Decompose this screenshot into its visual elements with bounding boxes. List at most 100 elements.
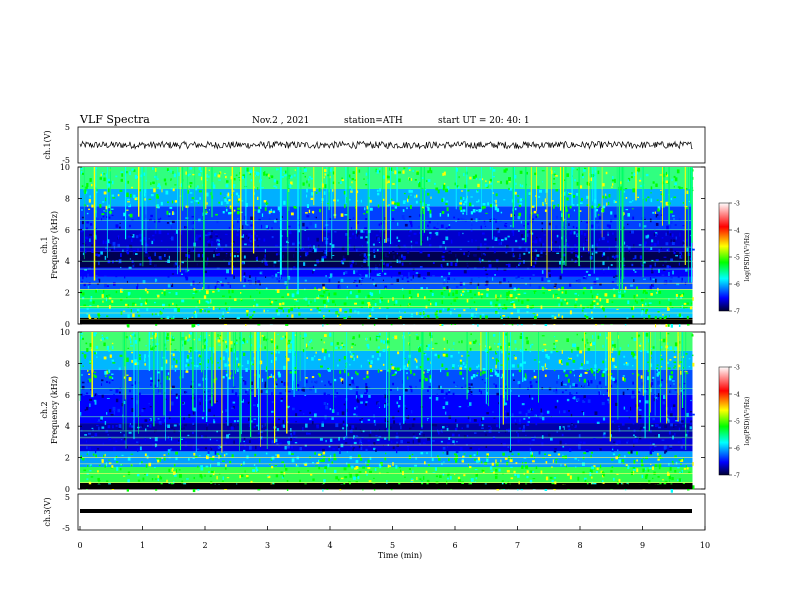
- spectrogram-speckle: [510, 296, 514, 299]
- spectrogram-speckle: [692, 297, 694, 301]
- spectrogram-speckle: [366, 370, 369, 375]
- spectrogram-speckle: [250, 361, 253, 365]
- spectrogram-speckle: [384, 253, 387, 257]
- spectrogram-speckle: [446, 286, 449, 290]
- spectrogram-speckle: [392, 171, 394, 174]
- spectrogram-speckle: [404, 269, 406, 273]
- spectrogram-speckle: [591, 249, 594, 251]
- spectrogram-speckle: [669, 445, 673, 448]
- spectrogram-speckle: [288, 390, 291, 393]
- spectrogram-speckle: [386, 347, 388, 349]
- spectrogram-speckle: [643, 218, 646, 221]
- spectrogram-speckle: [164, 182, 167, 185]
- spectrogram-speckle: [303, 262, 306, 266]
- spectrogram-speckle: [342, 255, 345, 260]
- spectrogram-speckle: [324, 173, 327, 176]
- spectrogram-speckle: [639, 429, 641, 432]
- spectrogram-speckle: [488, 425, 491, 427]
- spectrogram-speckle: [138, 357, 141, 361]
- spectrogram-speckle: [575, 254, 578, 258]
- spectrogram-speckle: [361, 420, 363, 423]
- spectrogram-speckle: [588, 396, 590, 398]
- spectrogram-speckle: [666, 265, 670, 268]
- spectrogram-speckle: [602, 269, 605, 271]
- spectrogram-speckle: [430, 196, 432, 199]
- spectrogram-speckle: [355, 262, 357, 265]
- spectrogram-speckle: [457, 476, 461, 480]
- spectrogram-speckle: [282, 406, 286, 410]
- spectrogram-speckle: [226, 434, 229, 439]
- spectrogram-speckle: [150, 187, 153, 189]
- spectrogram-speckle: [607, 398, 609, 401]
- spectrogram-speckle: [652, 278, 655, 281]
- spectrogram-speckle: [544, 374, 547, 377]
- spectrogram-speckle: [563, 191, 566, 196]
- spectrogram-speckle: [574, 409, 577, 413]
- spectrogram-speckle: [86, 307, 89, 310]
- spectrogram-speckle: [87, 370, 89, 372]
- spectrogram-speckle: [278, 418, 281, 421]
- spectrogram-speckle: [634, 255, 637, 259]
- spectrogram-speckle: [139, 446, 142, 451]
- spectrogram-speckle: [651, 449, 653, 452]
- spectrogram-speckle: [339, 370, 342, 374]
- spectrogram-speckle: [344, 214, 348, 216]
- spectrogram-speckle: [378, 438, 381, 440]
- spectrogram-speckle: [521, 300, 524, 304]
- spectrogram-speckle: [271, 227, 273, 231]
- spectrogram-speckle: [97, 315, 101, 317]
- spectrogram-speckle: [277, 272, 280, 274]
- spectrogram-speckle: [680, 280, 683, 284]
- spectrogram-speckle: [180, 438, 183, 440]
- spectrogram-speckle: [407, 304, 409, 308]
- spectrogram-speckle: [81, 385, 85, 390]
- spectrogram-speckle: [470, 196, 473, 198]
- spectrogram-speckle: [533, 370, 535, 373]
- spectrogram-speckle: [249, 238, 251, 242]
- spectrogram-speckle: [367, 316, 370, 319]
- spectrogram-speckle: [592, 335, 594, 339]
- spectrogram-speckle: [435, 310, 438, 313]
- spectrogram-speckle: [215, 235, 218, 237]
- spectrogram-speckle: [639, 255, 642, 260]
- spectrogram-speckle: [249, 280, 252, 285]
- spectrogram-speckle: [460, 200, 463, 202]
- spectrogram-speckle: [354, 445, 357, 447]
- spectrogram-speckle: [559, 426, 561, 430]
- spectrogram-speckle: [243, 272, 246, 276]
- spectrogram-speckle: [307, 470, 309, 472]
- spectrogram-speckle: [356, 249, 358, 252]
- spectrogram-speckle: [472, 176, 476, 179]
- spectrogram-speckle: [271, 465, 274, 469]
- spectrogram-speckle: [408, 303, 411, 305]
- spectrogram-speckle: [518, 246, 522, 249]
- spectrogram-speckle: [661, 181, 664, 185]
- spectrogram-speckle: [570, 417, 574, 419]
- spectrogram-speckle: [569, 392, 571, 396]
- spectrogram-speckle: [514, 207, 517, 211]
- spectrogram-speckle: [565, 300, 568, 303]
- spectrogram-speckle: [280, 400, 283, 402]
- spectrogram-speckle: [530, 454, 534, 458]
- spectrogram-speckle: [380, 259, 384, 261]
- spectrogram-speckle: [144, 237, 147, 241]
- spectrogram-speckle: [88, 378, 92, 383]
- spectrogram-speckle: [105, 336, 108, 339]
- spectrogram-speckle: [239, 248, 241, 252]
- spectrogram-speckle: [488, 264, 492, 268]
- spectrogram-speckle: [560, 382, 563, 386]
- spectrogram-speckle: [483, 430, 486, 433]
- spectrogram-speckle: [612, 176, 614, 180]
- spectrogram-speckle: [305, 212, 308, 214]
- spectrogram-speckle: [194, 312, 197, 316]
- spectrogram-speckle: [409, 177, 411, 181]
- spectrogram-speckle: [103, 289, 105, 293]
- spectrogram-speckle: [103, 356, 107, 360]
- spectrogram-speckle: [482, 205, 484, 210]
- spectrogram-speckle: [678, 427, 680, 431]
- spectrogram-speckle: [649, 285, 653, 290]
- spectrogram-speckle: [127, 479, 130, 483]
- spectrogram-speckle: [324, 349, 327, 354]
- spectrogram-speckle: [342, 344, 346, 346]
- spectrogram-speckle: [429, 396, 432, 399]
